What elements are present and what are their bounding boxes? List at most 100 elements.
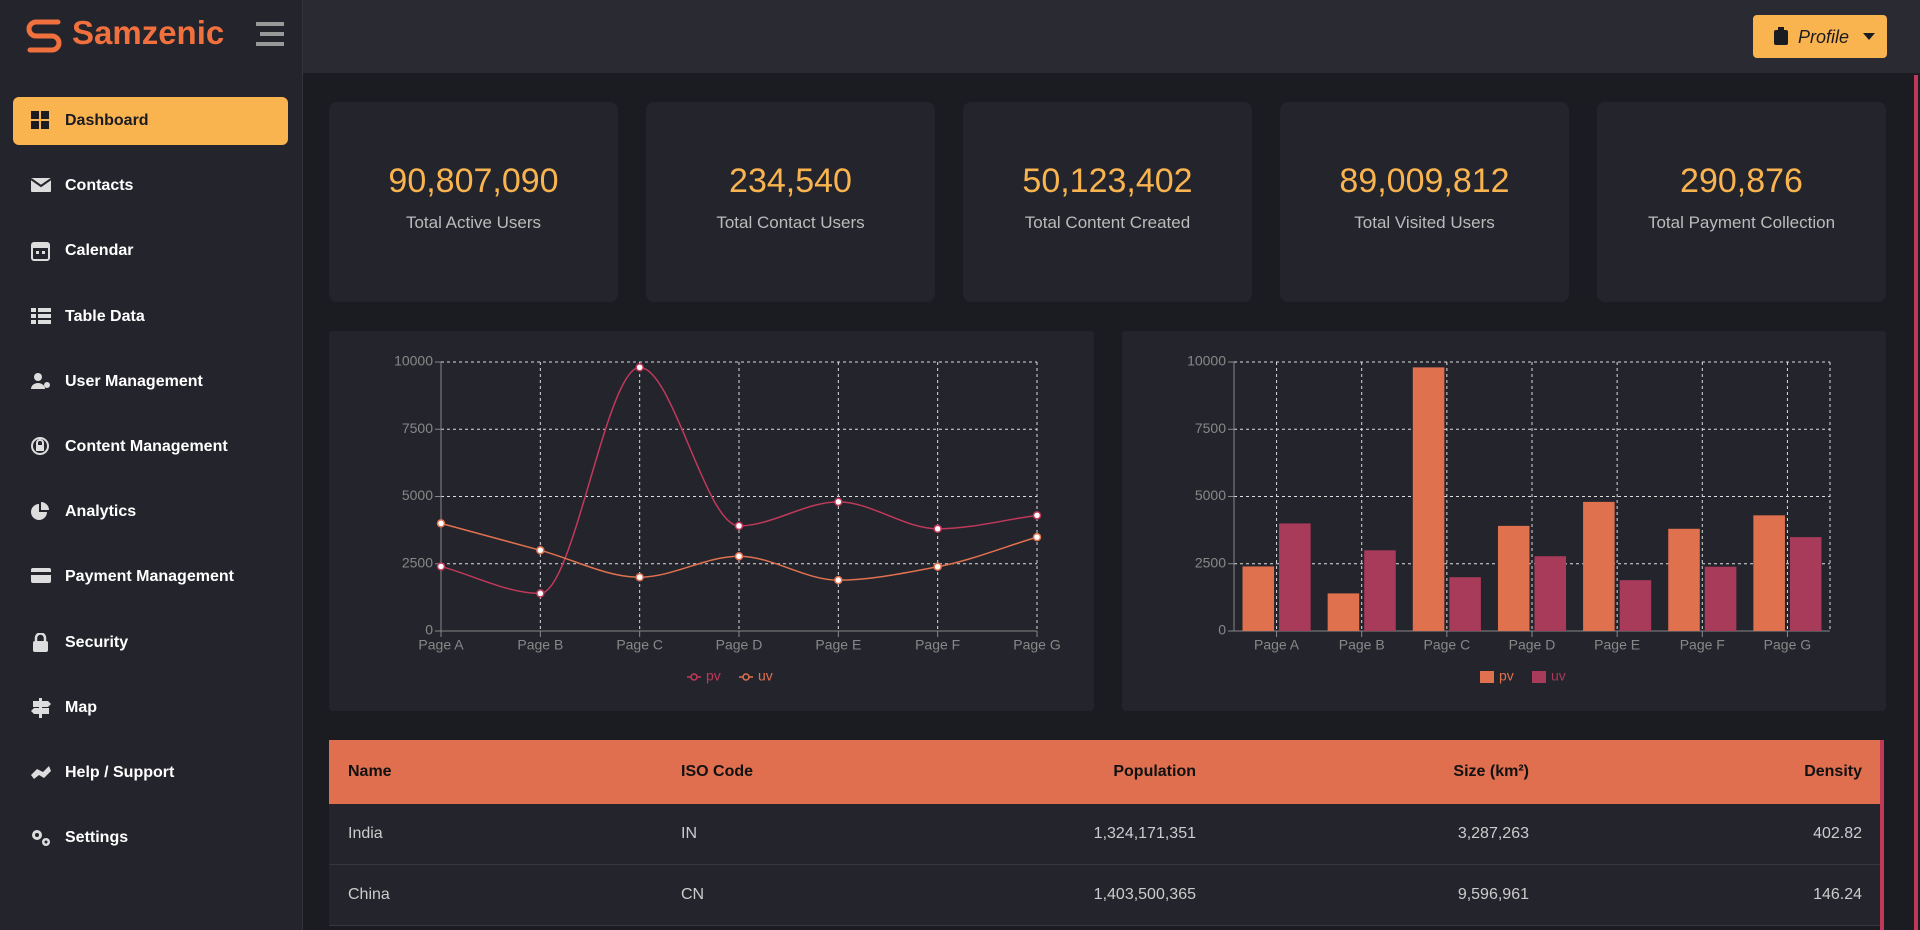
bar-chart-panel: 0 2500 5000 7500 10000 Page A Page B Page C Page… <box>1122 331 1886 711</box>
nav-item[interactable]: Analytics <box>13 488 288 536</box>
y-tick-label: 7500 <box>1195 420 1226 436</box>
table-row: China CN 1,403,500,365 9,596,961 146.24 <box>329 865 1882 926</box>
y-tick-label: 2500 <box>402 554 433 570</box>
table-cell: 1,403,500,365 <box>1093 886 1196 903</box>
nav-item[interactable]: Security <box>13 619 288 667</box>
x-tick-label: Page A <box>1254 637 1300 653</box>
stat-label: Total Content Created <box>1024 213 1191 232</box>
nav-item[interactable]: Contacts <box>13 162 288 210</box>
chart: 0 2500 5000 7500 10000 Page A Page B Page C Page… <box>394 353 1061 684</box>
point <box>436 562 446 571</box>
legend-label: pv <box>1499 668 1514 684</box>
menu-toggle[interactable] <box>256 22 286 48</box>
legend-swatch <box>1480 671 1494 683</box>
table-cell: India <box>348 825 383 842</box>
point <box>834 575 843 585</box>
nav-icon <box>33 632 48 652</box>
top-bar: Profile <box>303 0 1920 73</box>
x-tick-label: Page D <box>716 637 763 653</box>
stat-value: 89,009,812 <box>1339 162 1510 200</box>
bar <box>1789 537 1822 631</box>
x-tick-label: Page C <box>1424 637 1471 653</box>
legend-label: uv <box>1551 668 1566 684</box>
nav-item[interactable]: Map <box>13 684 288 732</box>
nav-icon <box>31 111 49 129</box>
x-tick-label: Page G <box>1013 637 1060 653</box>
nav-icon <box>32 830 50 847</box>
point <box>635 572 644 582</box>
brand: Samzenic <box>72 14 225 51</box>
nav-label: Help / Support <box>65 764 175 781</box>
bar <box>1619 580 1652 631</box>
nav-item[interactable]: User Management <box>13 358 288 406</box>
nav-item[interactable]: Content Management <box>13 423 288 471</box>
y-tick-label: 7500 <box>402 420 433 436</box>
nav-item[interactable]: Payment Management <box>13 553 288 601</box>
bar <box>1583 501 1615 631</box>
nav-item[interactable]: Dashboard <box>13 97 288 145</box>
clipboard-icon <box>1774 27 1788 45</box>
x-tick-label: Page C <box>616 637 663 653</box>
nav-icon <box>31 242 50 262</box>
point <box>734 521 744 531</box>
table-scrollbar <box>1880 740 1884 930</box>
line <box>440 366 1038 595</box>
nav-icon <box>31 437 49 455</box>
nav-label: Calendar <box>65 242 134 260</box>
y-tick-label: 10000 <box>1187 353 1226 369</box>
legend-swatch <box>1532 671 1546 683</box>
bar <box>1534 556 1567 631</box>
legend-swatch <box>690 673 698 681</box>
nav-icon <box>31 502 49 521</box>
table-cell: China <box>348 886 390 903</box>
nav-icon <box>31 697 51 718</box>
nav-label: Settings <box>65 829 129 847</box>
y-tick-label: 5000 <box>402 487 433 503</box>
nav-item[interactable]: Help / Support <box>13 749 288 797</box>
column-header: ISO Code <box>681 763 754 780</box>
bar <box>1753 515 1785 631</box>
point <box>1032 511 1042 520</box>
stat-label: Total Payment Collection <box>1647 213 1836 232</box>
nav-item[interactable]: Table Data <box>13 293 288 341</box>
stat-card: 90,807,090 Total Active Users <box>329 102 618 302</box>
table: Name ISO Code Population Size (km²) Density I… <box>329 740 1882 926</box>
chart: 0 2500 5000 7500 10000 Page A Page B Page C Page… <box>1187 353 1831 684</box>
stat-value: 90,807,090 <box>388 162 559 200</box>
profile-button[interactable]: Profile <box>1753 15 1887 58</box>
line-chart-panel: 0 2500 5000 7500 10000 Page A Page B Page C Page… <box>329 331 1094 711</box>
x-tick-label: Page F <box>1680 637 1725 653</box>
nav-icon <box>31 568 51 584</box>
caret <box>1863 33 1875 40</box>
stat-value: 234,540 <box>729 162 852 200</box>
table-header: Name ISO Code Population Size (km²) Density <box>329 740 1882 804</box>
x-tick-label: Page A <box>418 637 464 653</box>
column-header: Density <box>1804 763 1862 780</box>
nav-label: Dashboard <box>65 112 149 129</box>
point <box>933 562 942 571</box>
stat-label: Total Active Users <box>405 213 542 232</box>
nav-icon <box>31 307 51 324</box>
nav-item[interactable]: Settings <box>13 814 288 862</box>
bar <box>1497 525 1530 631</box>
profile-label: Profile <box>1798 27 1850 47</box>
sidebar: Samzenic Dashboard Contacts Calendar Table … <box>0 0 303 930</box>
nav-label: Contacts <box>65 177 134 195</box>
nav-icon <box>31 766 51 779</box>
point <box>436 519 446 528</box>
bar <box>1668 528 1700 631</box>
x-tick-label: Page G <box>1764 637 1811 653</box>
nav-label: Content Management <box>65 438 228 455</box>
bar <box>1327 593 1360 631</box>
x-tick-label: Page E <box>815 637 861 653</box>
nav-item[interactable]: Calendar <box>13 227 288 275</box>
point <box>635 363 644 372</box>
x-tick-label: Page D <box>1509 637 1556 653</box>
x-tick-label: Page B <box>517 637 563 653</box>
nav-label: Analytics <box>65 503 137 521</box>
y-tick-label: 0 <box>425 622 433 638</box>
point <box>933 524 942 534</box>
point <box>734 551 744 561</box>
point <box>536 589 545 598</box>
